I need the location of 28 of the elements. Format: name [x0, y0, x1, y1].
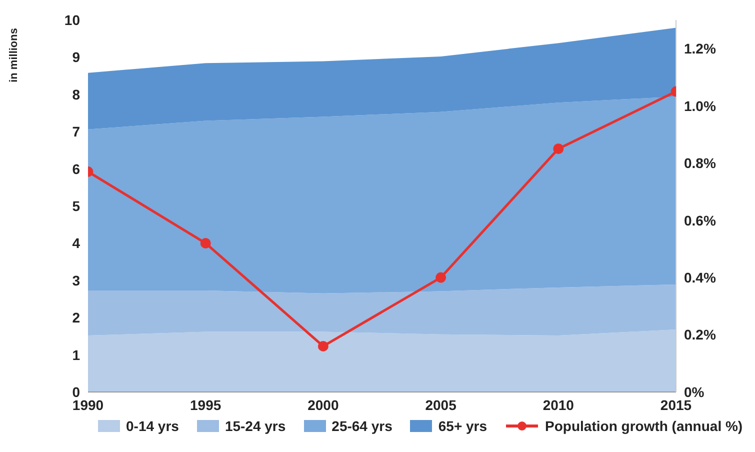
legend-label: 0-14 yrs [126, 418, 179, 434]
y2-tick-label: 0.2% [684, 326, 716, 343]
point [436, 272, 446, 283]
x-tick-label: 1995 [190, 396, 222, 413]
y-tick-label: 8 [72, 86, 80, 102]
y-tick-label: 9 [72, 49, 80, 66]
x-tick-label: 2005 [425, 396, 457, 413]
legend-label: Population growth (annual %) [545, 418, 743, 434]
y-axis-title: in millions [8, 28, 20, 82]
y-tick-label: 5 [72, 198, 80, 214]
x-tick-label: 2010 [542, 396, 574, 413]
y-tick-label: 2 [72, 310, 80, 326]
y-tick-label: 4 [72, 235, 80, 252]
y-tick-label: 7 [72, 124, 80, 140]
legend-label: 65+ yrs [438, 418, 488, 434]
y2-tick-label: 0.6% [684, 212, 716, 228]
y2-tick-label: 1.0% [684, 98, 716, 114]
legend-label: 15-24 yrs [224, 418, 286, 434]
y-tick-label: 10 [64, 12, 80, 28]
y-tick-label: 6 [72, 160, 80, 177]
y-tick-label: 3 [72, 272, 80, 288]
x-tick-label: 2000 [308, 396, 339, 413]
y2-tick-label: 0.4% [684, 270, 716, 286]
point [318, 340, 328, 352]
y-tick-label: 1 [72, 346, 80, 363]
y2-tick-label: 1.2% [684, 40, 716, 57]
legend-label: 25-64 yrs [332, 418, 392, 434]
y2-tick-label: 0.8% [684, 155, 716, 172]
